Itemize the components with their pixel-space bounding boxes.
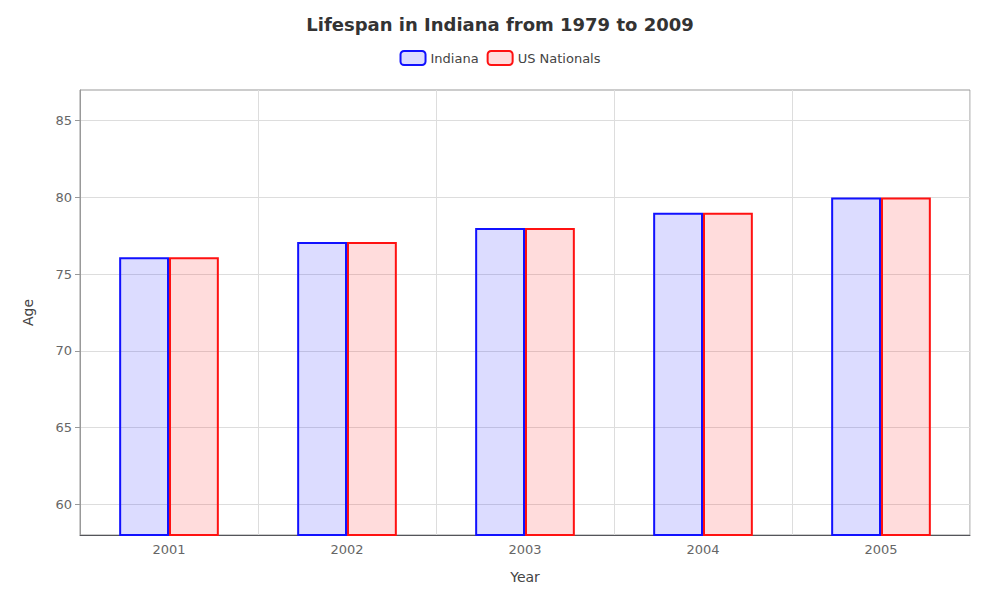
svg-text:85: 85	[55, 113, 72, 128]
svg-text:Age: Age	[20, 299, 36, 326]
svg-text:2004: 2004	[686, 542, 719, 557]
svg-text:2002: 2002	[330, 542, 363, 557]
svg-text:US Nationals: US Nationals	[518, 51, 601, 66]
svg-text:2003: 2003	[508, 542, 541, 557]
svg-text:Year: Year	[509, 569, 540, 585]
svg-text:60: 60	[55, 497, 72, 512]
svg-text:Indiana: Indiana	[431, 51, 479, 66]
svg-text:75: 75	[55, 267, 72, 282]
svg-text:80: 80	[55, 190, 72, 205]
svg-text:Lifespan in Indiana from 1979: Lifespan in Indiana from 1979 to 2009	[306, 14, 694, 35]
svg-text:2001: 2001	[152, 542, 185, 557]
svg-text:65: 65	[55, 420, 72, 435]
svg-text:2005: 2005	[864, 542, 897, 557]
svg-text:70: 70	[55, 343, 72, 358]
